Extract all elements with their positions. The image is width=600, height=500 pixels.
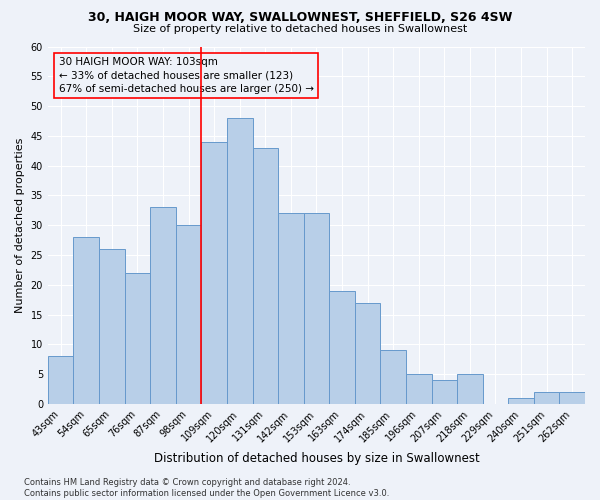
Bar <box>48 356 73 404</box>
Text: 30 HAIGH MOOR WAY: 103sqm
← 33% of detached houses are smaller (123)
67% of semi: 30 HAIGH MOOR WAY: 103sqm ← 33% of detac… <box>59 57 314 94</box>
Text: Contains HM Land Registry data © Crown copyright and database right 2024.
Contai: Contains HM Land Registry data © Crown c… <box>24 478 389 498</box>
Bar <box>99 249 125 404</box>
Bar <box>329 290 355 404</box>
Bar <box>559 392 585 404</box>
Bar <box>355 302 380 404</box>
Bar <box>150 208 176 404</box>
Bar <box>202 142 227 404</box>
Bar <box>278 214 304 404</box>
Bar <box>176 225 202 404</box>
Y-axis label: Number of detached properties: Number of detached properties <box>15 138 25 313</box>
X-axis label: Distribution of detached houses by size in Swallownest: Distribution of detached houses by size … <box>154 452 479 465</box>
Bar <box>73 237 99 404</box>
Bar <box>534 392 559 404</box>
Text: Size of property relative to detached houses in Swallownest: Size of property relative to detached ho… <box>133 24 467 34</box>
Bar <box>125 273 150 404</box>
Bar <box>406 374 431 404</box>
Bar <box>253 148 278 404</box>
Bar <box>431 380 457 404</box>
Bar <box>227 118 253 404</box>
Bar <box>304 214 329 404</box>
Text: 30, HAIGH MOOR WAY, SWALLOWNEST, SHEFFIELD, S26 4SW: 30, HAIGH MOOR WAY, SWALLOWNEST, SHEFFIE… <box>88 11 512 24</box>
Bar <box>380 350 406 404</box>
Bar <box>457 374 482 404</box>
Bar <box>508 398 534 404</box>
